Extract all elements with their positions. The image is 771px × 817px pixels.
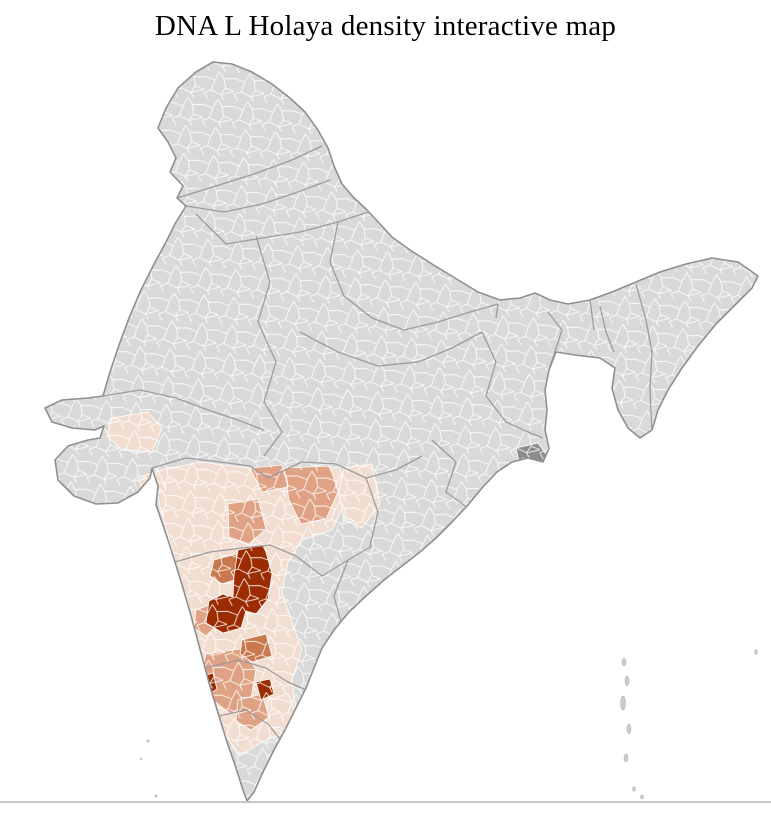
island — [139, 757, 143, 761]
island — [146, 739, 150, 743]
island — [640, 794, 644, 800]
island — [632, 786, 636, 792]
andaman-islands — [620, 649, 758, 800]
island — [754, 649, 758, 655]
island — [154, 794, 158, 798]
island — [626, 723, 632, 735]
bottom-divider — [0, 801, 771, 803]
lakshadweep-islands — [139, 739, 158, 798]
page-title: DNA L Holaya density interactive map — [154, 10, 617, 42]
island — [624, 675, 630, 687]
district-boundaries-overlay — [45, 62, 758, 801]
country-outline — [44, 61, 759, 802]
island — [620, 695, 626, 711]
island — [623, 753, 629, 763]
island — [621, 657, 627, 667]
